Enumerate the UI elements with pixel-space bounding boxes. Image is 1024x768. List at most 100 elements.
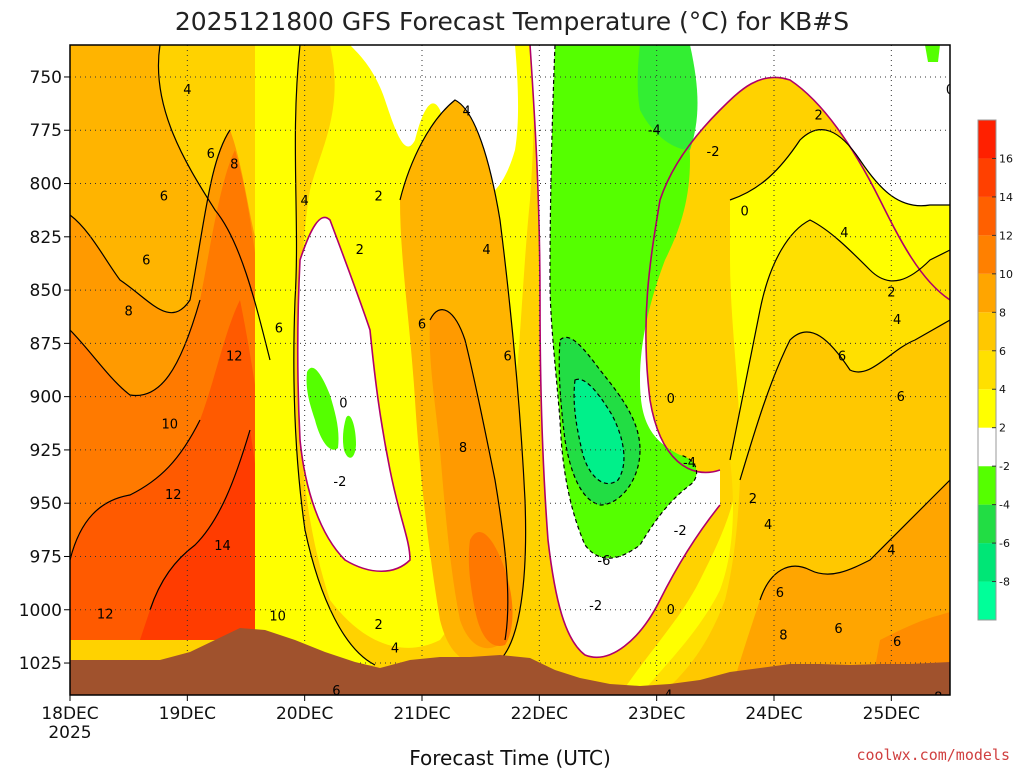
contour-label: 4 [462, 104, 470, 119]
contour-label: 2 [374, 190, 382, 205]
colorbar-swatch [978, 581, 996, 620]
band-14-16 [140, 430, 270, 640]
colorbar-swatch [978, 196, 996, 236]
contour-label: 8 [934, 690, 942, 705]
band-teal [574, 379, 624, 484]
contour-label: 10 [161, 418, 178, 433]
contour-label: 12 [165, 488, 182, 503]
contour-line-4-east [729, 219, 950, 461]
x-axis-label: Forecast Time (UTC) [409, 746, 611, 768]
contour-label: 0 [667, 392, 675, 407]
contour-line-6-west [70, 129, 231, 314]
contour-label: 6 [776, 586, 784, 601]
contour-line-zero-east [645, 76, 950, 474]
colorbar-tick-label: 12 [999, 229, 1013, 242]
colorbar-tick-label: -6 [999, 537, 1010, 550]
contour-label: 8 [125, 305, 133, 320]
y-tick-label: 975 [30, 547, 62, 567]
colorbar-tick-label: -2 [999, 460, 1010, 473]
colorbar-swatch [978, 389, 996, 428]
contour-label: 4 [840, 226, 848, 241]
contour-label: 4 [183, 83, 191, 98]
x-tick-label: 20DEC [276, 704, 333, 724]
y-tick-label: 850 [30, 281, 62, 301]
grid-lines [70, 45, 950, 695]
x-axis: 18DEC 19DEC 20DEC 21DEC 22DEC 23DEC 24DEC 25DEC [41, 695, 920, 724]
contour-line-12-west [149, 429, 251, 611]
contour-label: 8 [230, 158, 238, 173]
colorbar-swatch [978, 312, 996, 351]
contour-label: 6 [897, 390, 905, 405]
colorbar-tick-label: 14 [999, 191, 1013, 204]
colorbar-tick-label: 10 [999, 268, 1013, 281]
contour-label: -2 [589, 599, 602, 614]
contour-label: -2 [333, 475, 346, 490]
x-tick-label: 21DEC [393, 704, 450, 724]
x-tick-label: 25DEC [863, 704, 920, 724]
contour-line-neg4 [558, 336, 641, 506]
contour-label: 6 [332, 684, 340, 699]
contour-label: 4 [482, 243, 490, 258]
x-year-label: 2025 [48, 723, 91, 743]
y-tick-label: 1000 [19, 601, 62, 621]
contour-line-6-east [739, 319, 950, 481]
contour-label: 6 [838, 349, 846, 364]
colorbar-swatch [978, 504, 996, 544]
watermark: coolwx.com/models [856, 746, 1010, 764]
chart-title: 2025121800 GFS Forecast Temperature (°C)… [175, 7, 849, 36]
surface-terrain [70, 628, 950, 695]
contour-label: 2 [887, 285, 895, 300]
contour-label: 0 [946, 83, 954, 98]
contour-line-mid-6 [399, 99, 527, 661]
contour-line-8-west [70, 299, 201, 397]
y-tick-label: 875 [30, 334, 62, 354]
contour-line-2-west [293, 45, 376, 666]
colorbar-frame [977, 119, 997, 621]
contour-label: 6 [834, 622, 842, 637]
colorbar-tick-label: 8 [999, 306, 1006, 319]
plot-area [70, 45, 950, 695]
colorbar-tick-label: 16 [999, 152, 1013, 165]
contour-label: -2 [674, 524, 687, 539]
contour-label: 12 [226, 349, 243, 364]
contour-label: 6 [160, 190, 168, 205]
contour-label: 0 [741, 204, 749, 219]
colorbar-swatch [978, 273, 996, 313]
contour-label: 6 [893, 635, 901, 650]
contour-label: 2 [749, 492, 757, 507]
colorbar-tick-label: -8 [999, 576, 1010, 589]
contour-label: 4 [887, 543, 895, 558]
contour-label: 6 [275, 322, 283, 337]
contour-line-zero-west [296, 216, 411, 572]
contour-label: 6 [504, 349, 512, 364]
contour-label: 0 [667, 603, 675, 618]
y-tick-label: 800 [30, 175, 62, 195]
contour-line-2-east [729, 129, 950, 207]
colorbar-tick-label: 6 [999, 345, 1006, 358]
contour-label: 14 [214, 539, 231, 554]
contour-label: 8 [779, 629, 787, 644]
contour-label: 4 [764, 518, 772, 533]
colorbar-swatch [978, 158, 996, 197]
colorbar-swatch [978, 543, 996, 582]
plot-frame [69, 44, 951, 696]
x-tick-label: 22DEC [511, 704, 568, 724]
colorbar-swatch [978, 350, 996, 390]
contour-label: -4 [648, 124, 661, 139]
contour-label: 4 [391, 641, 399, 656]
x-tick-label: 19DEC [159, 704, 216, 724]
band-10-12-mid [468, 531, 513, 646]
contour-label: -4 [683, 456, 696, 471]
y-tick-label: 1025 [19, 654, 62, 674]
colorbar-swatch [978, 466, 996, 505]
contour-label: 6 [732, 718, 740, 733]
y-tick-label: 775 [30, 121, 62, 141]
contour-label: 2 [356, 243, 364, 258]
contour-lines [70, 45, 950, 666]
y-tick-label: 825 [30, 228, 62, 248]
colorbar-swatch [978, 120, 996, 159]
contour-line-neg2 [549, 45, 698, 559]
band-green-ne [925, 45, 940, 62]
